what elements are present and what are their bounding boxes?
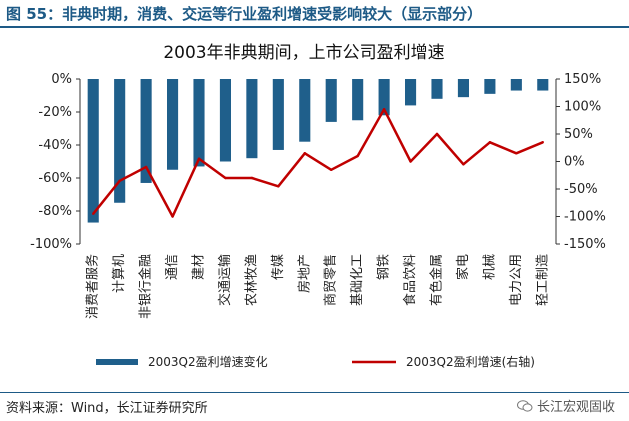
line-point	[409, 160, 412, 163]
chart-title: 2003年非典期间，上市公司盈利增速	[163, 43, 444, 63]
line-point	[197, 157, 201, 160]
right-tick-label: -100%	[564, 210, 606, 225]
right-tick-label: -150%	[564, 237, 606, 252]
category-label: 非银行金融	[138, 254, 154, 319]
left-tick-label: -100%	[30, 237, 72, 252]
line-point	[171, 215, 174, 218]
bar	[457, 79, 469, 98]
right-tick-label: 150%	[564, 72, 601, 87]
line-point	[92, 212, 95, 215]
category-label: 有色金属	[429, 254, 445, 306]
header-rule	[0, 26, 629, 28]
category-label: 交通运输	[217, 254, 233, 306]
line-point	[250, 176, 254, 180]
category-label: 房地产	[296, 254, 312, 293]
right-tick-label: -50%	[564, 182, 598, 197]
right-tick-label: 100%	[564, 100, 601, 115]
left-tick-label: -60%	[38, 171, 72, 186]
category-label: 传媒	[271, 254, 286, 280]
line-point	[144, 165, 148, 169]
line-point	[118, 179, 121, 182]
brand-watermark: 长江宏观固收	[516, 396, 615, 415]
left-tick-label: -20%	[38, 105, 72, 120]
bar-series	[87, 79, 549, 223]
category-label: 食品饮料	[402, 254, 418, 306]
line-point	[435, 132, 439, 136]
wechat-icon	[516, 399, 533, 412]
line-path	[92, 108, 544, 218]
category-label: 轻工制造	[535, 254, 550, 306]
footer-rule	[0, 392, 629, 393]
legend: 2003Q2盈利增速变化 2003Q2盈利增速(右轴)	[96, 354, 535, 369]
category-label: 农林牧渔	[244, 254, 259, 306]
category-label: 商贸零售	[323, 254, 339, 306]
line-point	[462, 163, 465, 166]
line-point	[356, 154, 359, 158]
left-tick-label: 0%	[51, 72, 72, 87]
category-label: 计算机	[112, 254, 127, 293]
line-point	[277, 185, 280, 188]
category-label: 钢铁	[377, 254, 392, 280]
right-tick-label: 0%	[564, 155, 585, 170]
bar	[246, 79, 258, 159]
left-tick-label: -80%	[38, 204, 72, 219]
category-label: 基础化工	[350, 254, 365, 306]
bar	[405, 79, 417, 106]
bar	[167, 79, 179, 170]
bar	[140, 79, 152, 183]
line-series	[92, 108, 544, 218]
category-label: 通信	[165, 254, 180, 280]
line-point	[303, 152, 306, 155]
chart: 2003年非典期间，上市公司盈利增速 0% -20% -40% -60% -80% -10…	[30, 43, 606, 369]
bar	[510, 79, 522, 91]
brand-name: 长江宏观固收	[536, 400, 615, 415]
bar	[484, 79, 496, 94]
line-point	[382, 108, 386, 111]
axes: 0% -20% -40% -60% -80% -100% 150% 100% 50% 0% -50%…	[30, 72, 606, 252]
bar	[193, 79, 205, 167]
line-point	[541, 141, 544, 144]
bar	[299, 79, 311, 142]
category-label: 消费者服务	[85, 254, 101, 319]
source-note: 资料来源：Wind，长江证券研究所	[6, 401, 208, 416]
bar	[325, 79, 337, 122]
legend-swatch-bar	[96, 359, 138, 365]
category-labels: 消费者服务 计算机 非银行金融 通信 建材 交通运输 农林牧渔 传媒 房地产 商贸零售 基础化工 钢铁…	[85, 254, 551, 319]
category-label: 建材	[192, 254, 207, 280]
bar	[87, 79, 99, 223]
category-label: 电力公用	[509, 254, 524, 306]
line-point	[515, 152, 518, 155]
line-point	[488, 141, 492, 144]
legend-label-line: 2003Q2盈利增速(右轴)	[406, 354, 535, 369]
figure-title: 图 55：非典时期，消费、交运等行业盈利增速受影响较大（显示部分）	[6, 5, 483, 23]
legend-label-bar: 2003Q2盈利增速变化	[148, 354, 268, 369]
bar	[537, 79, 549, 91]
bar	[378, 79, 390, 116]
bar	[272, 79, 284, 150]
left-tick-label: -40%	[38, 138, 72, 153]
line-point	[224, 176, 227, 180]
category-label: 机械	[482, 254, 497, 280]
bar	[352, 79, 364, 121]
category-label: 家电	[455, 254, 471, 280]
bar	[219, 79, 231, 162]
bar	[114, 79, 126, 203]
right-tick-label: 50%	[564, 127, 593, 142]
line-point	[330, 168, 333, 171]
bar	[431, 79, 443, 99]
